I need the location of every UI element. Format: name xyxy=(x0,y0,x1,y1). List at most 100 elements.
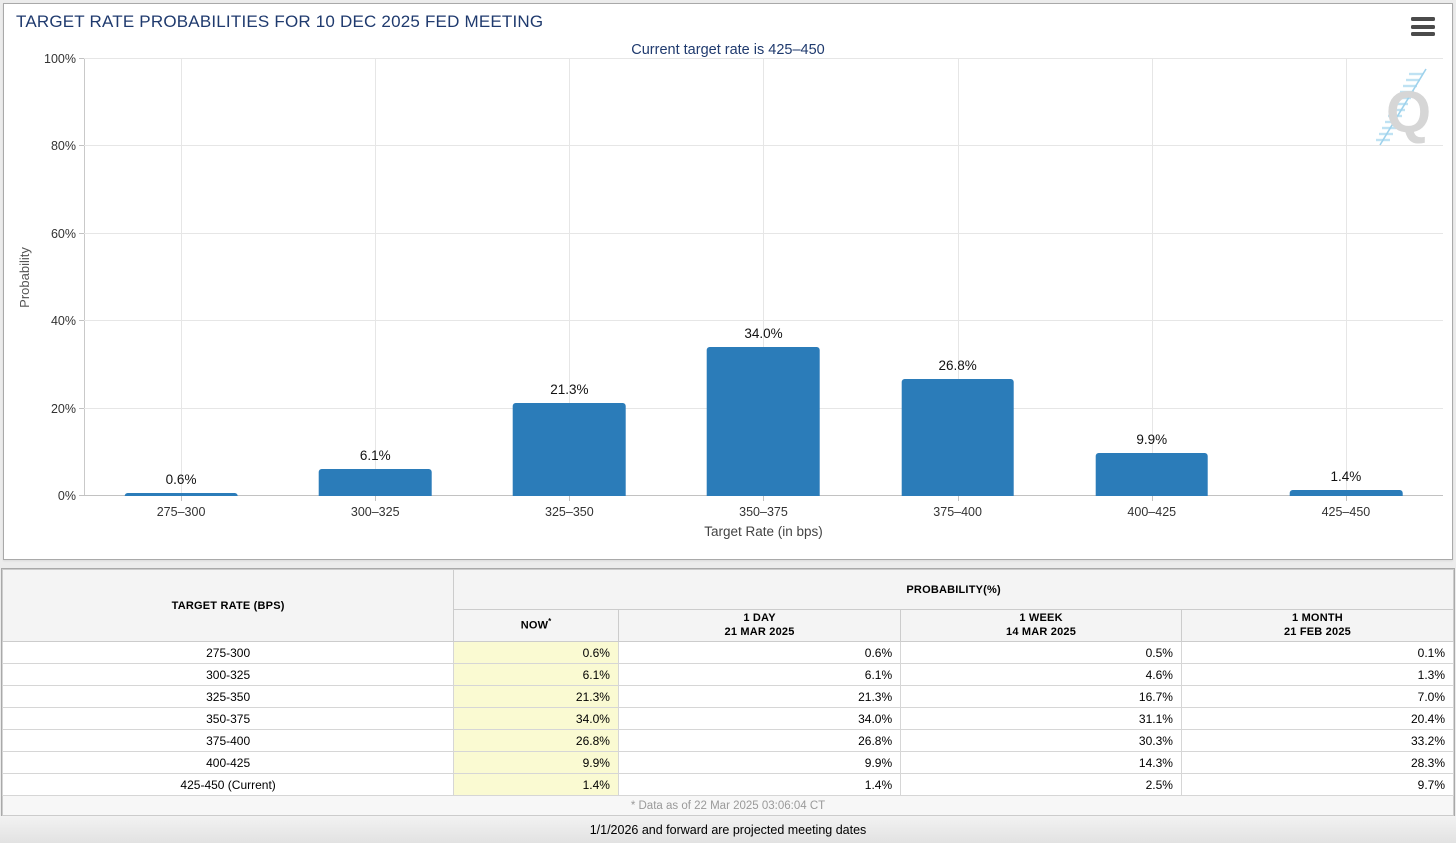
one-day-probability-cell: 21.3% xyxy=(617,685,902,708)
hamburger-icon xyxy=(1411,24,1435,29)
target-rate-cell: 300-325 xyxy=(1,663,455,686)
x-gridline xyxy=(1345,59,1347,496)
chart-title: TARGET RATE PROBABILITIES FOR 10 DEC 202… xyxy=(16,12,544,31)
one-month-probability-cell: 1.3% xyxy=(1180,663,1455,686)
y-tick-mark xyxy=(79,320,84,322)
one-day-probability-cell: 26.8% xyxy=(617,729,902,752)
table-row: 350-375 34.0% 34.0% 31.1% 20.4% xyxy=(1,707,1455,730)
table-row: 300-325 6.1% 6.1% 4.6% 1.3% xyxy=(1,663,1455,686)
one-day-probability-cell: 0.6% xyxy=(617,641,902,664)
table-row: 375-400 26.8% 26.8% 30.3% 33.2% xyxy=(1,729,1455,752)
bar-value-label: 21.3% xyxy=(550,381,589,397)
category-column: 1.4% 425–450 xyxy=(1249,59,1443,519)
table-row: 275-300 0.6% 0.6% 0.5% 0.1% xyxy=(1,641,1455,664)
x-tick-label: 350–375 xyxy=(739,505,788,519)
probability-table: TARGET RATE (BPS) PROBABILITY(%) NOW* 1 … xyxy=(1,569,1455,816)
x-tick-label: 275–300 xyxy=(156,505,206,519)
x-tick-label: 425–450 xyxy=(1321,505,1371,519)
one-month-probability-cell: 0.1% xyxy=(1180,641,1455,664)
y-tick-label: 80% xyxy=(50,139,76,154)
category-column: 9.9% 400–425 xyxy=(1055,59,1249,519)
bar-value-label: 1.4% xyxy=(1330,468,1362,484)
now-probability-cell: 1.4% xyxy=(453,773,619,796)
one-day-probability-cell: 6.1% xyxy=(617,663,902,686)
one-week-probability-cell: 31.1% xyxy=(900,707,1182,730)
y-tick-mark xyxy=(79,145,84,147)
one-day-probability-cell: 1.4% xyxy=(617,773,902,796)
x-tick-mark xyxy=(181,496,183,501)
category-column: 21.3% 325–350 xyxy=(472,59,666,519)
one-month-probability-cell: 9.7% xyxy=(1180,773,1455,796)
now-probability-cell: 9.9% xyxy=(453,751,619,774)
now-probability-cell: 0.6% xyxy=(453,641,619,664)
now-probability-cell: 26.8% xyxy=(453,729,619,752)
category-column: 6.1% 300–325 xyxy=(278,59,472,519)
y-tick-label: 0% xyxy=(57,489,76,503)
y-axis-title: Probability xyxy=(16,247,32,308)
x-gridline xyxy=(1151,59,1153,496)
bar-value-label: 26.8% xyxy=(938,357,977,373)
one-week-column-header: 1 WEEK 14 MAR 2025 xyxy=(900,609,1182,642)
x-gridline xyxy=(181,59,183,496)
category-column: 26.8% 375–400 xyxy=(861,59,1055,519)
now-probability-cell: 21.3% xyxy=(453,685,619,708)
table-row: 325-350 21.3% 21.3% 16.7% 7.0% xyxy=(1,685,1455,708)
x-gridline xyxy=(763,59,765,496)
target-rate-cell: 325-350 xyxy=(1,685,455,708)
one-month-probability-cell: 7.0% xyxy=(1180,685,1455,708)
one-month-column-header: 1 MONTH 21 FEB 2025 xyxy=(1180,609,1455,642)
target-rate-cell: 350-375 xyxy=(1,707,455,730)
one-week-probability-cell: 2.5% xyxy=(900,773,1182,796)
table-row: 400-425 9.9% 9.9% 14.3% 28.3% xyxy=(1,751,1455,774)
menu-button[interactable] xyxy=(1411,17,1435,36)
probability-bar xyxy=(1289,489,1403,496)
x-axis-title: Target Rate (in bps) xyxy=(704,524,823,539)
x-tick-mark xyxy=(1345,496,1347,501)
target-rate-cell: 425-450 (Current) xyxy=(1,773,455,796)
x-tick-mark xyxy=(763,496,765,501)
x-tick-label: 400–425 xyxy=(1127,505,1177,519)
now-probability-cell: 34.0% xyxy=(453,707,619,730)
one-day-probability-cell: 34.0% xyxy=(617,707,902,730)
hamburger-icon xyxy=(1411,17,1435,21)
x-tick-mark xyxy=(957,496,959,501)
target-rate-cell: 275-300 xyxy=(1,641,455,664)
target-rate-header: TARGET RATE (BPS) xyxy=(1,569,455,642)
x-tick-mark xyxy=(569,496,571,501)
bar-value-label: 34.0% xyxy=(744,326,783,342)
y-gridline xyxy=(84,58,1443,59)
category-column: 34.0% 350–375 xyxy=(666,59,860,519)
x-gridline xyxy=(569,59,571,496)
probability-bar xyxy=(901,378,1014,496)
plot-area: Probability Target Rate (in bps) 0% 20% 40… xyxy=(17,52,1443,539)
x-gridline xyxy=(957,59,959,496)
y-axis-line xyxy=(84,59,85,496)
bar-value-label: 0.6% xyxy=(165,472,197,488)
current-target-rate-subtitle: Current target rate is 425–450 xyxy=(631,42,825,58)
projected-dates-note: 1/1/2026 and forward are projected meeti… xyxy=(0,816,1456,843)
category-column: 0.6% 275–300 xyxy=(84,59,278,519)
table-row: 425-450 (Current) 1.4% 1.4% 2.5% 9.7% xyxy=(1,773,1455,796)
one-week-probability-cell: 4.6% xyxy=(900,663,1182,686)
hamburger-icon xyxy=(1411,32,1435,36)
one-month-probability-cell: 33.2% xyxy=(1180,729,1455,752)
one-week-probability-cell: 16.7% xyxy=(900,685,1182,708)
y-tick-label: 60% xyxy=(50,226,76,241)
probability-bar xyxy=(1095,452,1209,496)
bars-container: 0.6% 275–300 6.1% 300–325 21.3% 325–350 34.0% 3… xyxy=(84,59,1443,519)
probability-bar xyxy=(513,402,626,496)
y-tick-label: 20% xyxy=(50,401,76,416)
target-rate-cell: 400-425 xyxy=(1,751,455,774)
one-week-probability-cell: 14.3% xyxy=(900,751,1182,774)
x-gridline xyxy=(375,59,377,496)
probability-group-header: PROBABILITY(%) xyxy=(453,569,1454,610)
one-day-column-header: 1 DAY 21 MAR 2025 xyxy=(617,609,902,642)
one-week-probability-cell: 30.3% xyxy=(900,729,1182,752)
target-rate-cell: 375-400 xyxy=(1,729,455,752)
one-week-probability-cell: 0.5% xyxy=(900,641,1182,664)
y-tick-mark xyxy=(79,495,84,496)
x-tick-label: 375–400 xyxy=(933,505,982,519)
y-tick-label: 100% xyxy=(44,52,76,66)
one-month-probability-cell: 28.3% xyxy=(1180,751,1455,774)
now-column-header: NOW* xyxy=(453,609,619,642)
